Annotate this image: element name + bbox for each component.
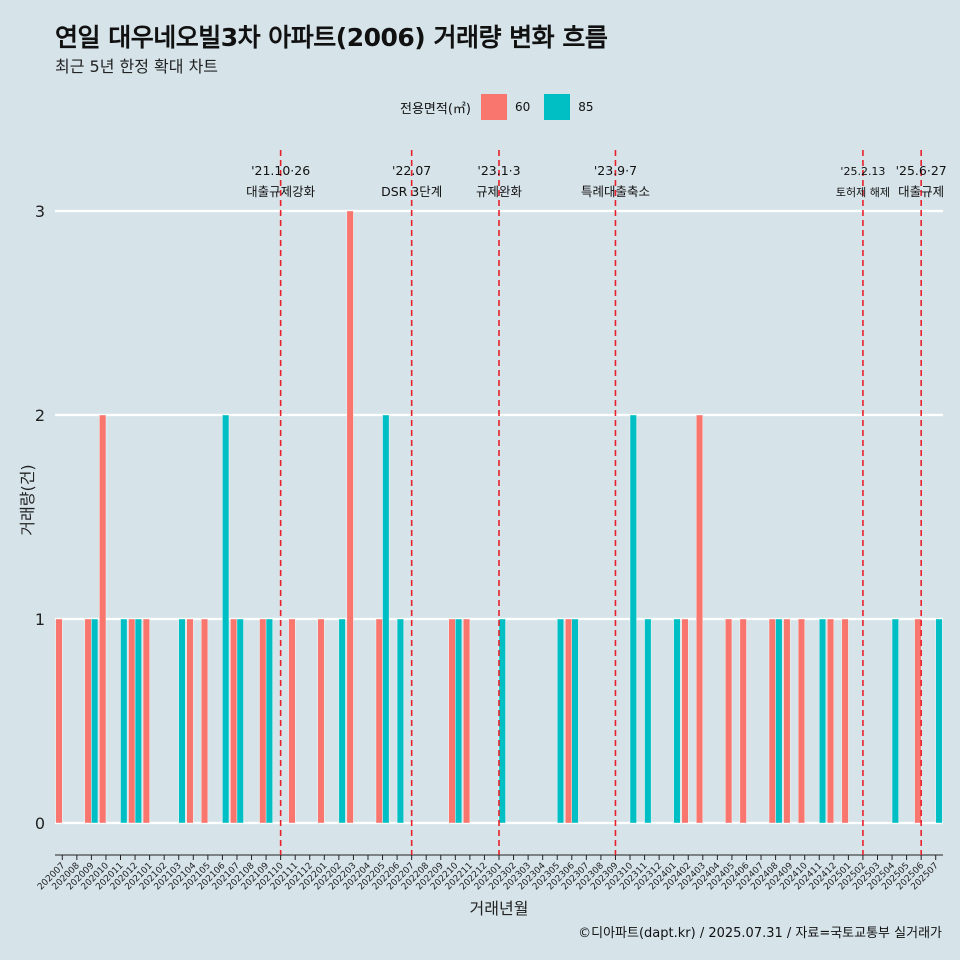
bar-85-202401 [673,618,681,824]
bar-85-202106 [222,414,230,824]
bar-85-202109 [265,618,273,824]
bar-60-202107 [230,618,238,824]
bar-60-202101 [142,618,150,824]
event-label-5: 대출규제 [898,184,944,199]
bar-60-202111 [288,618,296,824]
bar-60-202306 [565,618,572,824]
event-date-3: '23.9·7 [594,163,637,178]
bar-60-202410 [797,618,805,824]
bar-60-202402 [681,618,689,824]
legend-label-85: 85 [578,100,594,114]
bar-60-202203 [346,210,354,824]
bar-60-202409 [783,618,791,824]
bar-85-202012 [134,618,142,824]
bar-85-202311 [644,618,652,824]
x-axis-title: 거래년월 [470,899,529,918]
bar-60-202406 [739,618,747,824]
y-axis-title: 거래량(건) [18,464,37,535]
event-date-5: '25.6·27 [896,163,947,178]
bar-60-202201 [317,618,325,824]
event-label-1: DSR 3단계 [381,184,442,199]
bar-85-202306 [571,618,579,824]
legend: 전용면적(㎡) 60 85 [400,93,608,121]
bar-60-202009 [84,618,92,824]
event-date-0: '21.10·26 [251,163,310,178]
bar-85-202107 [236,618,244,824]
event-label-0: 대출규제강화 [246,184,316,199]
bar-60-202104 [186,618,194,824]
chart-subtitle: 최근 5년 한정 확대 차트 [55,57,219,76]
event-label-2: 규제완화 [476,184,523,199]
bar-60-202403 [696,414,704,824]
event-date-4: '25.2.13 [840,165,885,178]
bar-85-202103 [178,618,186,824]
bar-60-202412 [827,618,835,824]
bar-60-202405 [725,618,733,824]
bar-60-202012 [128,618,136,824]
chart-title: 연일 대우네오빌3차 아파트(2006) 거래량 변화 흐름 [55,23,608,52]
bar-85-202408 [775,618,783,824]
bar-60-202210 [448,618,456,824]
legend-swatch-60 [480,94,507,120]
bar-60-202010 [99,414,107,824]
bar-60-202211 [463,618,471,824]
legend-title: 전용면적(㎡) [400,101,471,117]
y-tick-label-1: 1 [35,610,45,629]
bar-60-202408 [768,618,776,824]
y-tick-label-2: 2 [35,406,45,425]
bar-85-202206 [396,618,404,824]
bar-85-202205 [382,414,390,824]
bar-85-202411 [819,618,827,824]
bar-60-202007 [55,618,63,824]
bar-60-202105 [201,618,209,824]
bar-60-202506 [914,618,922,824]
bar-85-202507 [935,618,943,824]
bar-85-202310 [629,414,637,824]
event-date-2: '23.1·3 [477,163,520,178]
bar-85-202301 [498,618,506,824]
event-date-1: '22.07 [392,163,431,178]
event-label-3: 특례대출축소 [581,184,650,199]
y-tick-label-0: 0 [35,814,45,833]
bar-85-202504 [891,618,899,824]
y-tick-label-3: 3 [35,202,45,221]
source-caption: ©디아파트(dapt.kr) / 2025.07.31 / 자료=국토교통부 실… [578,926,942,941]
bar-85-202011 [120,618,128,824]
event-label-4: 토허제 해제 [836,185,890,199]
bar-60-202501 [841,618,849,824]
bar-60-202109 [259,618,267,824]
bar-85-202305 [557,618,564,824]
legend-label-60: 60 [514,100,531,114]
bar-85-202210 [455,618,463,824]
legend-swatch-85 [544,94,571,120]
bar-85-202009 [91,618,99,824]
bar-60-202205 [375,618,383,824]
bar-85-202202 [338,618,346,824]
